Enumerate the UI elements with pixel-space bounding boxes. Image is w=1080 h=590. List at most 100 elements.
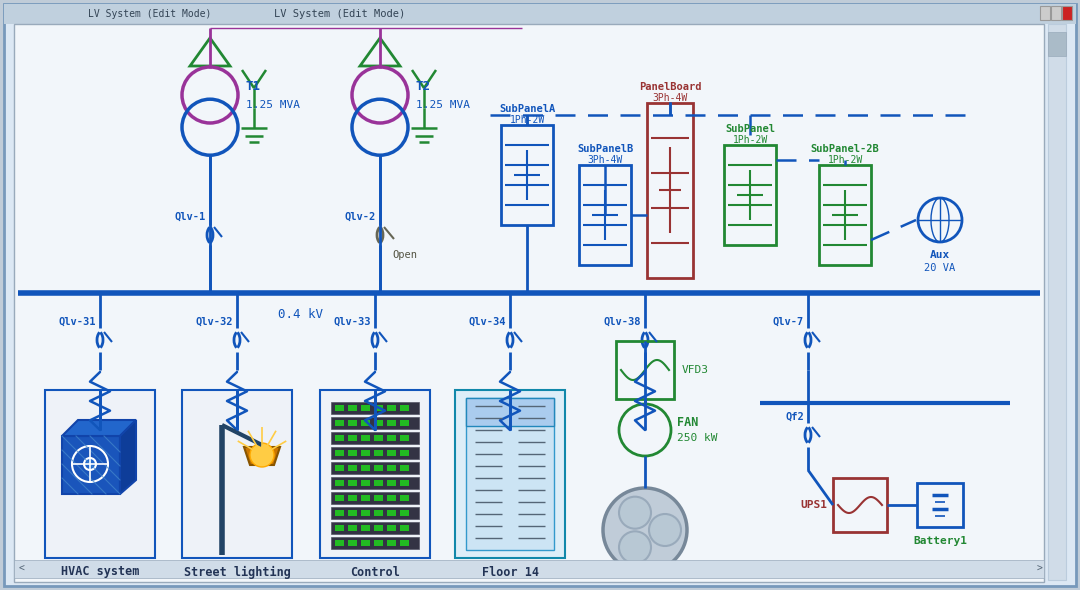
Bar	[62, 436, 120, 494]
Bar	[400, 450, 409, 456]
Bar	[819, 165, 870, 265]
Polygon shape	[62, 420, 136, 436]
Text: LV System (Edit Mode): LV System (Edit Mode)	[89, 9, 212, 19]
Bar	[465, 398, 554, 550]
Text: SubPanel-2B: SubPanel-2B	[811, 144, 879, 154]
Bar	[330, 447, 419, 459]
Bar	[400, 435, 409, 441]
Bar	[330, 462, 419, 474]
Text: SubPanel: SubPanel	[725, 124, 775, 134]
Bar	[330, 537, 419, 549]
Bar	[361, 420, 370, 426]
Bar	[465, 398, 554, 426]
Text: FAN: FAN	[677, 415, 699, 428]
Bar	[14, 560, 1044, 578]
Text: Street lighting: Street lighting	[184, 565, 291, 579]
Text: 1Ph-2W: 1Ph-2W	[732, 135, 768, 145]
Bar	[374, 540, 383, 546]
Polygon shape	[120, 420, 136, 494]
Bar	[387, 405, 396, 411]
Bar	[833, 478, 887, 532]
Bar	[501, 125, 553, 225]
Bar	[917, 483, 963, 527]
Bar	[1062, 6, 1072, 20]
Bar	[361, 525, 370, 531]
Bar	[45, 390, 156, 558]
Circle shape	[619, 497, 651, 529]
Bar	[374, 405, 383, 411]
Text: Qlv-38: Qlv-38	[604, 317, 642, 327]
Text: VFD3: VFD3	[681, 365, 708, 375]
Bar	[1051, 6, 1061, 20]
Text: Qlv-33: Qlv-33	[334, 317, 372, 327]
Bar	[400, 525, 409, 531]
Bar	[348, 525, 357, 531]
Bar	[361, 540, 370, 546]
Bar	[616, 341, 674, 399]
Text: Aux: Aux	[930, 250, 950, 260]
Bar	[330, 417, 419, 429]
Text: HVAC system: HVAC system	[60, 565, 139, 579]
Text: 250 kW: 250 kW	[677, 433, 717, 443]
Bar	[400, 480, 409, 486]
Bar	[330, 402, 419, 414]
Text: Qlv-2: Qlv-2	[345, 212, 376, 222]
Text: 1Ph-2W: 1Ph-2W	[827, 155, 863, 165]
Bar	[348, 435, 357, 441]
Text: Qlv-31: Qlv-31	[58, 317, 96, 327]
Bar	[330, 522, 419, 534]
Bar	[374, 480, 383, 486]
Text: Open: Open	[392, 250, 417, 260]
Text: Control: Control	[350, 565, 400, 579]
Bar	[455, 390, 565, 558]
Bar	[335, 510, 345, 516]
Text: T1: T1	[246, 80, 261, 93]
Bar	[400, 465, 409, 471]
Bar	[374, 465, 383, 471]
Text: Qlv-1: Qlv-1	[175, 212, 206, 222]
Bar	[348, 510, 357, 516]
Bar	[387, 420, 396, 426]
Bar	[1048, 24, 1066, 580]
Bar	[400, 495, 409, 501]
Bar	[183, 390, 292, 558]
Text: Qlv-32: Qlv-32	[195, 317, 233, 327]
Bar	[579, 165, 631, 265]
Bar	[335, 540, 345, 546]
Bar	[387, 525, 396, 531]
Bar	[1040, 6, 1050, 20]
Bar	[387, 450, 396, 456]
Bar	[361, 480, 370, 486]
Circle shape	[603, 488, 687, 572]
Bar	[348, 450, 357, 456]
Text: Qf2: Qf2	[785, 412, 804, 422]
Bar	[400, 540, 409, 546]
Text: 1Ph-2W: 1Ph-2W	[510, 115, 544, 125]
Bar	[387, 510, 396, 516]
Bar	[320, 390, 430, 558]
Bar	[348, 420, 357, 426]
Bar	[374, 420, 383, 426]
Text: 0.4 kV: 0.4 kV	[278, 309, 323, 322]
Text: <: <	[19, 564, 25, 574]
Bar	[647, 103, 693, 278]
Text: >: >	[1037, 564, 1043, 574]
Text: SubPanelB: SubPanelB	[577, 144, 633, 154]
Bar	[374, 525, 383, 531]
Bar	[400, 420, 409, 426]
Bar	[361, 450, 370, 456]
Bar	[335, 450, 345, 456]
Bar	[335, 465, 345, 471]
Text: Qlv-34: Qlv-34	[469, 317, 507, 327]
Bar	[335, 435, 345, 441]
Bar	[348, 495, 357, 501]
Bar	[361, 435, 370, 441]
Bar	[361, 405, 370, 411]
Bar	[330, 507, 419, 519]
Circle shape	[619, 532, 651, 563]
Bar	[330, 477, 419, 489]
Bar	[348, 480, 357, 486]
Text: SubPanelA: SubPanelA	[499, 104, 555, 114]
Bar	[1048, 32, 1066, 56]
Bar	[361, 510, 370, 516]
